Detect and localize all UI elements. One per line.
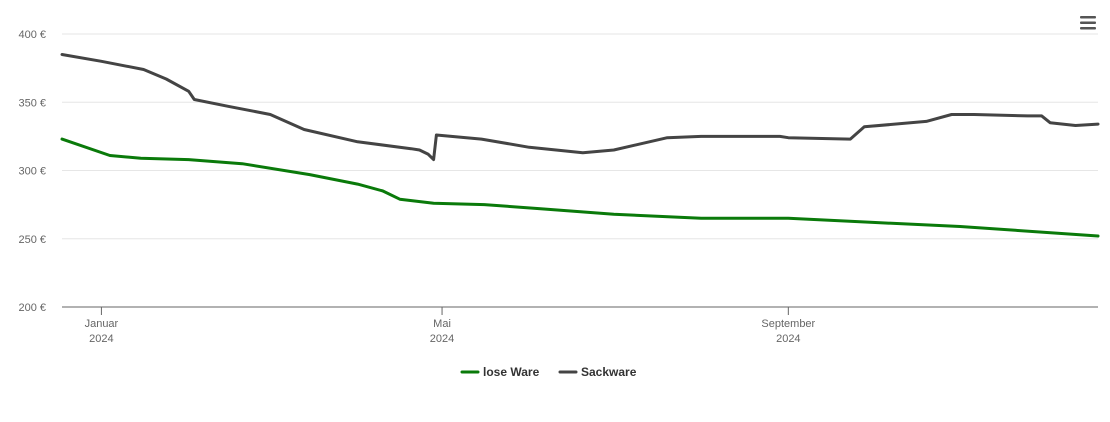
x-tick-year-label: 2024 xyxy=(776,333,800,345)
chart-menu-button[interactable] xyxy=(1076,12,1100,34)
y-tick-label: 300 € xyxy=(18,166,46,178)
y-axis: 200 € 250 € 300 € 350 € 400 € xyxy=(18,29,46,314)
series-line-2 xyxy=(60,53,1100,162)
legend-label: Sackware xyxy=(581,365,637,379)
x-axis: Januar 2024 Mai 2024 September 2024 xyxy=(85,307,816,345)
x-tick-year-label: 2024 xyxy=(89,333,113,345)
grid-lines xyxy=(62,33,1098,240)
x-tick-label: September xyxy=(761,318,815,330)
x-tick-year-label: 2024 xyxy=(430,333,454,345)
y-tick-label: 200 € xyxy=(18,302,46,314)
legend-label: lose Ware xyxy=(483,365,540,379)
y-tick-label: 400 € xyxy=(18,29,46,41)
x-tick-label: Januar xyxy=(85,318,119,330)
hamburger-menu-icon xyxy=(1080,16,1096,30)
x-tick-label: Mai xyxy=(433,318,451,330)
series-line-1 xyxy=(60,137,1100,238)
series-lines xyxy=(60,53,1100,238)
y-tick-label: 350 € xyxy=(18,97,46,109)
legend: lose Ware Sackware xyxy=(460,365,637,379)
y-tick-label: 250 € xyxy=(18,234,46,246)
